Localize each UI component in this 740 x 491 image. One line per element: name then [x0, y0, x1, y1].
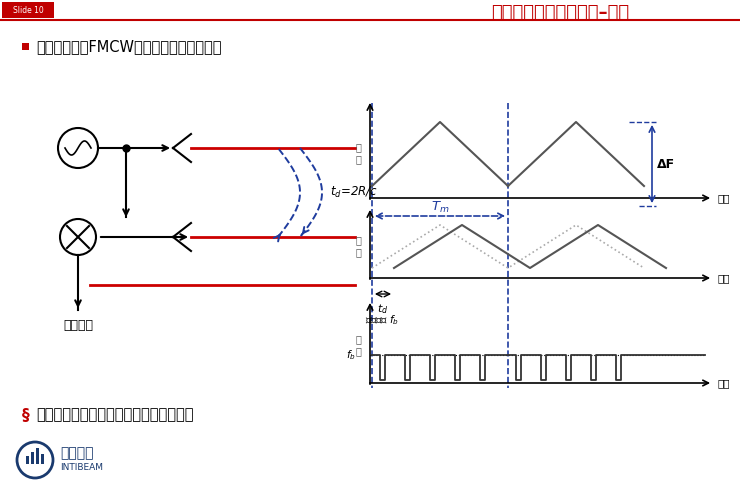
Bar: [25, 456, 29, 464]
Text: INTIBEAM: INTIBEAM: [60, 463, 103, 471]
Text: 时间: 时间: [717, 273, 730, 283]
Text: 智波科技: 智波科技: [60, 446, 93, 460]
Text: Slide 10: Slide 10: [13, 5, 44, 15]
Text: 时间: 时间: [717, 378, 730, 388]
Text: 频
率: 频 率: [355, 334, 361, 356]
Text: $t_d$: $t_d$: [377, 302, 389, 316]
Bar: [30, 452, 33, 464]
Bar: [22, 43, 29, 50]
Text: $f_b$: $f_b$: [346, 348, 356, 362]
Text: 频
率: 频 率: [355, 142, 361, 164]
Text: 时间: 时间: [717, 193, 730, 203]
Text: 最广泛应用的FMCW调制的毫米波雷达原理: 最广泛应用的FMCW调制的毫米波雷达原理: [36, 39, 221, 55]
Text: $T_m$: $T_m$: [431, 199, 449, 215]
Text: 差拍频率 $f_b$: 差拍频率 $f_b$: [365, 313, 399, 327]
Text: 中频信号: 中频信号: [63, 319, 93, 332]
Text: 在此基础上衍生了很多更高级的调制方式: 在此基础上衍生了很多更高级的调制方式: [36, 408, 193, 422]
Text: ΔF: ΔF: [657, 158, 675, 170]
Bar: [41, 454, 44, 464]
Bar: [36, 448, 38, 464]
Text: $t_d$=2R/c: $t_d$=2R/c: [330, 185, 378, 200]
Text: §: §: [22, 408, 30, 422]
Text: 频
率: 频 率: [355, 235, 361, 257]
Text: 毫米波雷达的基本原理–测距: 毫米波雷达的基本原理–测距: [491, 4, 629, 22]
Bar: [2, 2, 54, 18]
